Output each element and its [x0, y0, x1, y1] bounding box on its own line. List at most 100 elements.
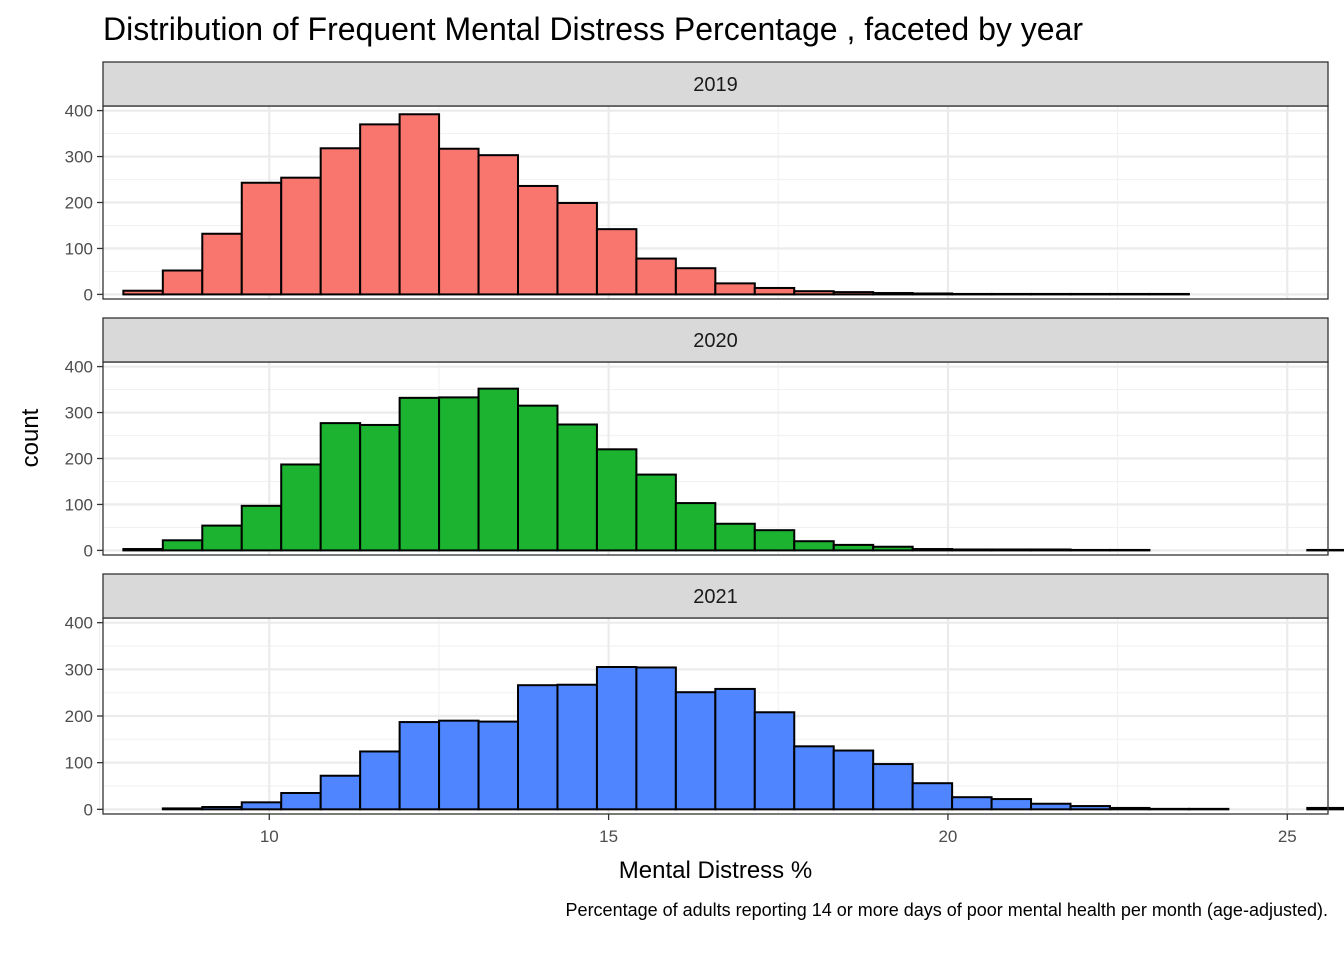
histogram-bar [123, 549, 162, 550]
y-tick-label: 300 [65, 404, 93, 423]
histogram-bar [281, 464, 320, 550]
histogram-bar [913, 783, 952, 809]
histogram-bar [439, 149, 478, 295]
facet-panel-2020: 2020 0 100 200 300 400 [65, 318, 1344, 560]
y-tick-label: 0 [84, 800, 93, 819]
histogram-bar [202, 807, 241, 809]
y-tick-label: 0 [84, 285, 93, 304]
chart-caption: Percentage of adults reporting 14 or mor… [566, 900, 1328, 920]
histogram-bar [518, 186, 557, 294]
histogram-bar [163, 271, 202, 295]
facet-strip-label: 2020 [693, 330, 738, 352]
histogram-bar [557, 424, 596, 550]
y-tick-label: 400 [65, 358, 93, 377]
facet-strip-label: 2019 [693, 74, 738, 96]
histogram-bar [400, 114, 439, 294]
histogram-bar [518, 406, 557, 551]
histogram-bar [242, 506, 281, 551]
y-tick-label: 400 [65, 102, 93, 121]
histogram-bar [873, 293, 912, 294]
y-tick-label: 200 [65, 707, 93, 726]
y-tick-label: 200 [65, 194, 93, 213]
histogram-bar [992, 549, 1031, 550]
histogram-bar [360, 751, 399, 809]
y-tick-label: 300 [65, 660, 93, 679]
histogram-bar [518, 685, 557, 809]
histogram-bar [952, 797, 991, 809]
x-tick-label: 20 [938, 827, 957, 846]
y-tick-label: 100 [65, 495, 93, 514]
histogram-bar [439, 397, 478, 550]
histogram-bar [360, 124, 399, 294]
histogram-bar [163, 808, 202, 809]
histogram-bar [321, 148, 360, 294]
histogram-bar [715, 283, 754, 294]
histogram-bar [597, 449, 636, 550]
y-axis-title: count [17, 408, 44, 467]
x-tick-label: 25 [1278, 827, 1297, 846]
histogram-bar [755, 530, 794, 550]
histogram-bar [834, 545, 873, 551]
histogram-bar [479, 155, 518, 294]
histogram-bar [913, 293, 952, 294]
histogram-bar [479, 389, 518, 551]
histogram-bar [242, 183, 281, 295]
histogram-bar [321, 776, 360, 810]
histogram-bar [834, 751, 873, 810]
y-tick-label: 100 [65, 754, 93, 773]
histogram-bar [360, 425, 399, 550]
histogram-bar [636, 667, 675, 809]
histogram-bar [676, 268, 715, 294]
histogram-bar [873, 547, 912, 551]
histogram-bar [439, 721, 478, 810]
histogram-bar [1071, 806, 1110, 809]
histogram-bar [597, 229, 636, 294]
histogram-bar [1110, 808, 1149, 809]
histogram-bar [597, 667, 636, 809]
facet-strip-label: 2021 [693, 586, 738, 608]
histogram-bar [242, 802, 281, 809]
histogram-bar [1031, 804, 1070, 810]
histogram-bar [557, 685, 596, 810]
histogram-bar [123, 291, 162, 295]
histogram-bar [952, 549, 991, 550]
histogram-bar [913, 549, 952, 550]
histogram-bar [992, 799, 1031, 809]
histogram-bar [281, 178, 320, 295]
chart-title: Distribution of Frequent Mental Distress… [103, 11, 1083, 47]
y-tick-label: 100 [65, 239, 93, 258]
histogram-bar [202, 234, 241, 295]
histogram-bar [321, 423, 360, 550]
histogram-bar [400, 722, 439, 809]
histogram-bar [1307, 808, 1344, 809]
histogram-bar [479, 722, 518, 810]
y-tick-label: 200 [65, 450, 93, 469]
y-tick-label: 300 [65, 148, 93, 167]
facet-panel-2021: 2021 0 100 200 300 400 [65, 574, 1344, 819]
x-tick-label: 15 [599, 827, 618, 846]
histogram-bar [873, 764, 912, 809]
histogram-bar [676, 692, 715, 809]
facet-panel-2019: 2019 0 100 200 300 400 [65, 62, 1328, 304]
y-tick-label: 400 [65, 614, 93, 633]
histogram-bar [715, 689, 754, 809]
histogram-bar [557, 203, 596, 294]
histogram-bar [794, 291, 833, 294]
histogram-bar [163, 540, 202, 550]
histogram-bar [676, 503, 715, 550]
histogram-bar [400, 398, 439, 551]
histogram-bar [794, 746, 833, 809]
y-tick-label: 0 [84, 541, 93, 560]
histogram-bar [794, 541, 833, 550]
x-axis-title: Mental Distress % [619, 857, 812, 884]
histogram-bar [715, 524, 754, 551]
histogram-bar [755, 712, 794, 809]
histogram-bar [1031, 549, 1070, 550]
histogram-bar [202, 526, 241, 551]
histogram-bar [281, 793, 320, 809]
histogram-bar [636, 259, 675, 295]
histogram-bar [636, 475, 675, 551]
histogram-bar [755, 288, 794, 294]
